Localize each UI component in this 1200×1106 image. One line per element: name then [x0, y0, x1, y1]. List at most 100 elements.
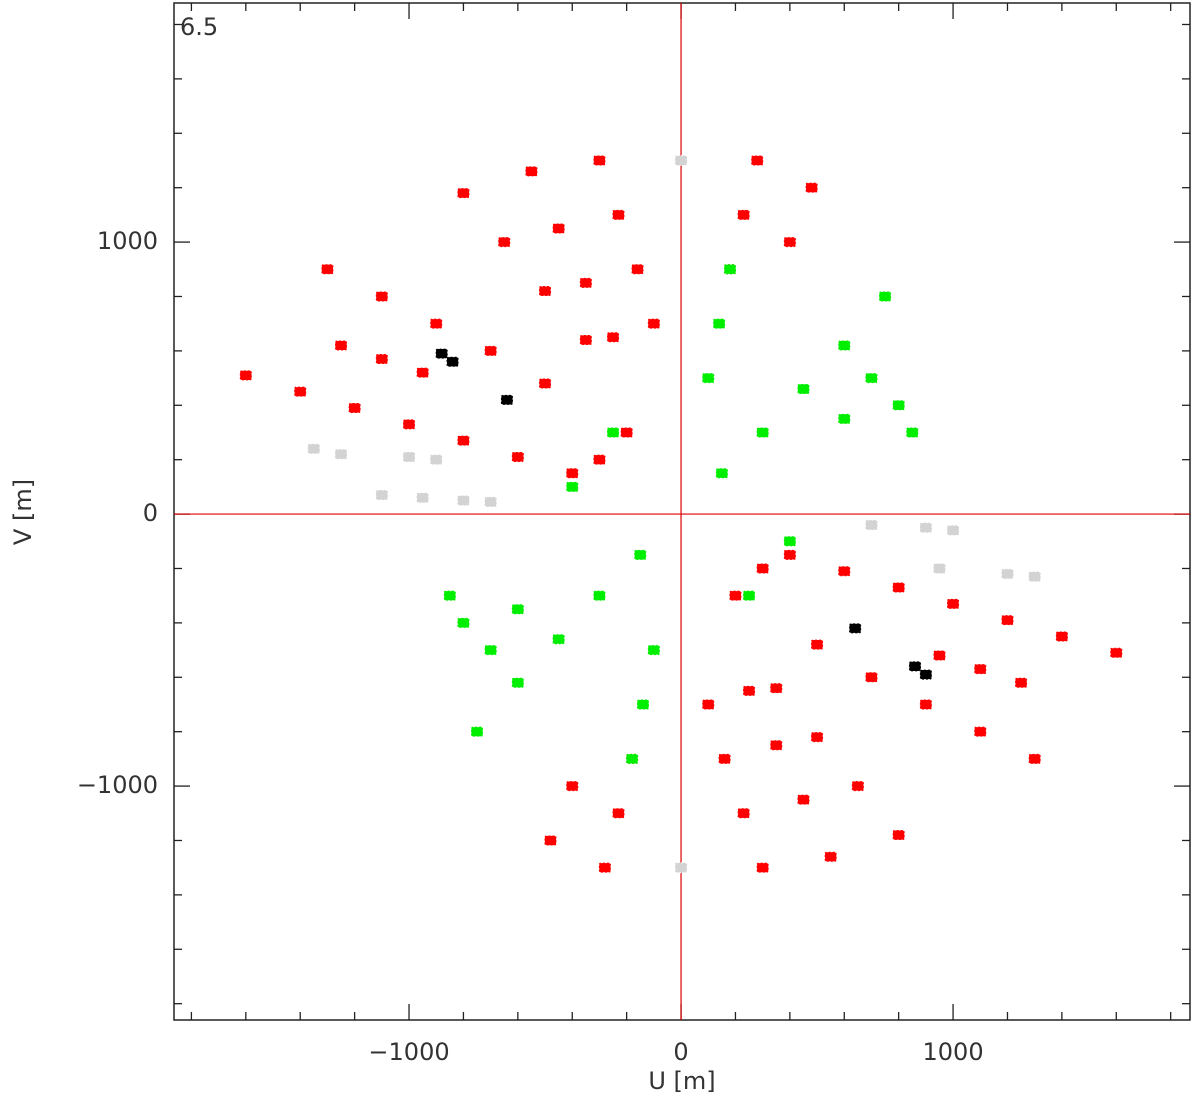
uv-point	[783, 549, 797, 561]
uv-point	[625, 753, 639, 765]
uv-point	[919, 699, 933, 710]
uv-point	[756, 563, 770, 574]
uv-point	[402, 418, 416, 430]
uv-point	[612, 209, 625, 221]
uv-point	[538, 378, 552, 389]
uv-point	[674, 155, 688, 166]
y-tick-label: −1000	[77, 771, 158, 799]
uv-point	[565, 467, 579, 479]
uv-point	[973, 726, 987, 738]
uv-point	[334, 340, 348, 351]
uv-point	[837, 565, 851, 577]
uv-point	[946, 598, 960, 610]
uv-point	[805, 182, 819, 194]
uv-point	[1001, 614, 1014, 626]
uv-point	[593, 454, 606, 466]
uv-point	[837, 340, 851, 351]
uv-point	[865, 519, 878, 531]
uv-point	[348, 402, 362, 414]
uv-point	[742, 685, 756, 697]
x-tick-label: 1000	[923, 1038, 984, 1066]
uv-point	[633, 549, 647, 561]
uv-point	[933, 650, 946, 661]
uv-point	[606, 331, 620, 343]
uv-point	[579, 334, 593, 346]
uv-point	[865, 671, 878, 683]
uv-point	[593, 590, 606, 602]
uv-point	[579, 277, 593, 289]
uv-point	[593, 155, 606, 166]
uv-point	[457, 617, 470, 629]
y-tick-label: 0	[143, 499, 158, 527]
uv-point	[797, 794, 810, 806]
annotation: 6.5	[180, 13, 218, 41]
uv-point	[429, 454, 443, 466]
uv-point	[1028, 571, 1042, 583]
uv-point	[718, 753, 731, 765]
uv-point	[612, 807, 625, 819]
uv-point	[1055, 631, 1069, 642]
uv-point	[712, 318, 726, 330]
uv-point	[375, 489, 389, 501]
uv-point	[1109, 647, 1123, 659]
uv-point	[552, 633, 566, 645]
uv-point	[905, 427, 919, 438]
uv-point	[544, 835, 557, 846]
uv-point	[647, 644, 661, 656]
uv-point	[783, 236, 797, 248]
uv-point	[606, 427, 620, 438]
uv-point	[837, 413, 851, 425]
uv-point	[701, 372, 715, 384]
uv-point	[565, 481, 579, 493]
uv-point	[470, 726, 484, 738]
uv-point	[631, 263, 644, 275]
y-tick-label: 1000	[97, 227, 158, 255]
uv-point	[865, 372, 878, 384]
uv-point	[810, 639, 824, 651]
uv-point	[484, 345, 498, 357]
uv-point	[919, 522, 933, 534]
uv-point	[946, 525, 960, 536]
uv-point	[636, 699, 650, 710]
uv-point	[446, 356, 459, 368]
uv-point	[497, 236, 511, 248]
uv-point	[307, 443, 321, 455]
uv-point	[538, 285, 552, 297]
uv-point	[769, 682, 783, 694]
uv-point	[402, 451, 416, 463]
uv-point	[457, 435, 470, 447]
uv-point	[750, 155, 764, 166]
uv-point	[810, 731, 824, 743]
uv-point	[239, 369, 253, 381]
uv-point	[933, 563, 946, 574]
uv-point	[511, 677, 525, 689]
uv-point	[783, 535, 797, 547]
uv-point	[511, 451, 525, 463]
uv-point	[892, 829, 906, 841]
uv-point	[484, 644, 498, 656]
uv-point	[525, 165, 538, 177]
uv-point	[565, 780, 579, 792]
uv-point	[824, 851, 838, 863]
uv-point	[598, 862, 612, 874]
x-axis-label: U [m]	[648, 1067, 715, 1095]
uv-point	[701, 699, 715, 710]
uv-point	[797, 383, 810, 395]
uv-point	[769, 739, 783, 751]
uv-point	[457, 187, 470, 199]
uv-point	[973, 663, 987, 675]
uv-point	[1014, 677, 1028, 689]
x-tick-label: 0	[673, 1038, 688, 1066]
uv-point	[715, 467, 729, 479]
uv-point	[737, 807, 751, 819]
uv-point	[375, 353, 389, 365]
uv-point	[416, 367, 430, 379]
uv-point	[484, 496, 498, 508]
uv-point	[674, 862, 688, 874]
uv-point	[848, 622, 862, 634]
uv-point	[723, 263, 737, 275]
uv-point	[919, 669, 933, 680]
x-tick-label: −1000	[368, 1038, 449, 1066]
